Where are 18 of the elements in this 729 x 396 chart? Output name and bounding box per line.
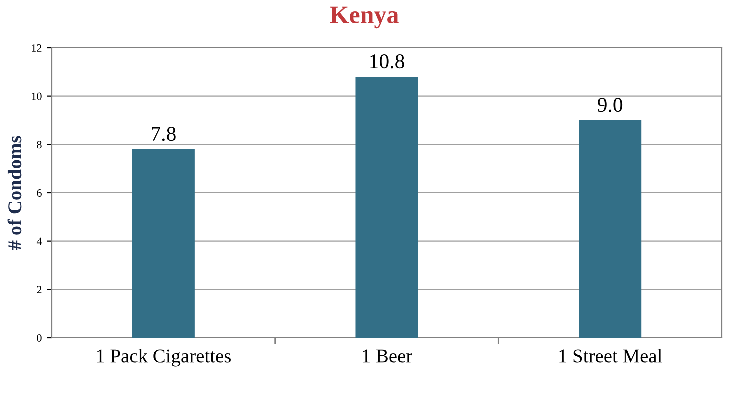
bar [356,77,418,338]
y-axis-title: # of Condoms [8,136,22,250]
y-tick-label: 8 [37,141,42,149]
x-tick-label: 1 Beer [363,350,412,363]
y-tick-label: 10 [32,92,42,100]
data-label: 9.0 [598,98,623,112]
chart-title: Kenya [330,6,399,29]
x-tick-label: 1 Pack Cigarettes [97,349,231,367]
y-tick-label: 12 [32,44,42,52]
y-tick-label: 0 [37,334,42,342]
data-label: 10.8 [370,54,404,69]
y-tick-label: 6 [37,189,42,197]
data-label: 7.8 [152,127,176,142]
y-tick-label: 2 [37,286,42,294]
y-tick-label: 4 [36,238,42,246]
bar [579,120,642,338]
bar [132,150,195,338]
x-tick-label: 1 Street Meal [560,349,662,363]
